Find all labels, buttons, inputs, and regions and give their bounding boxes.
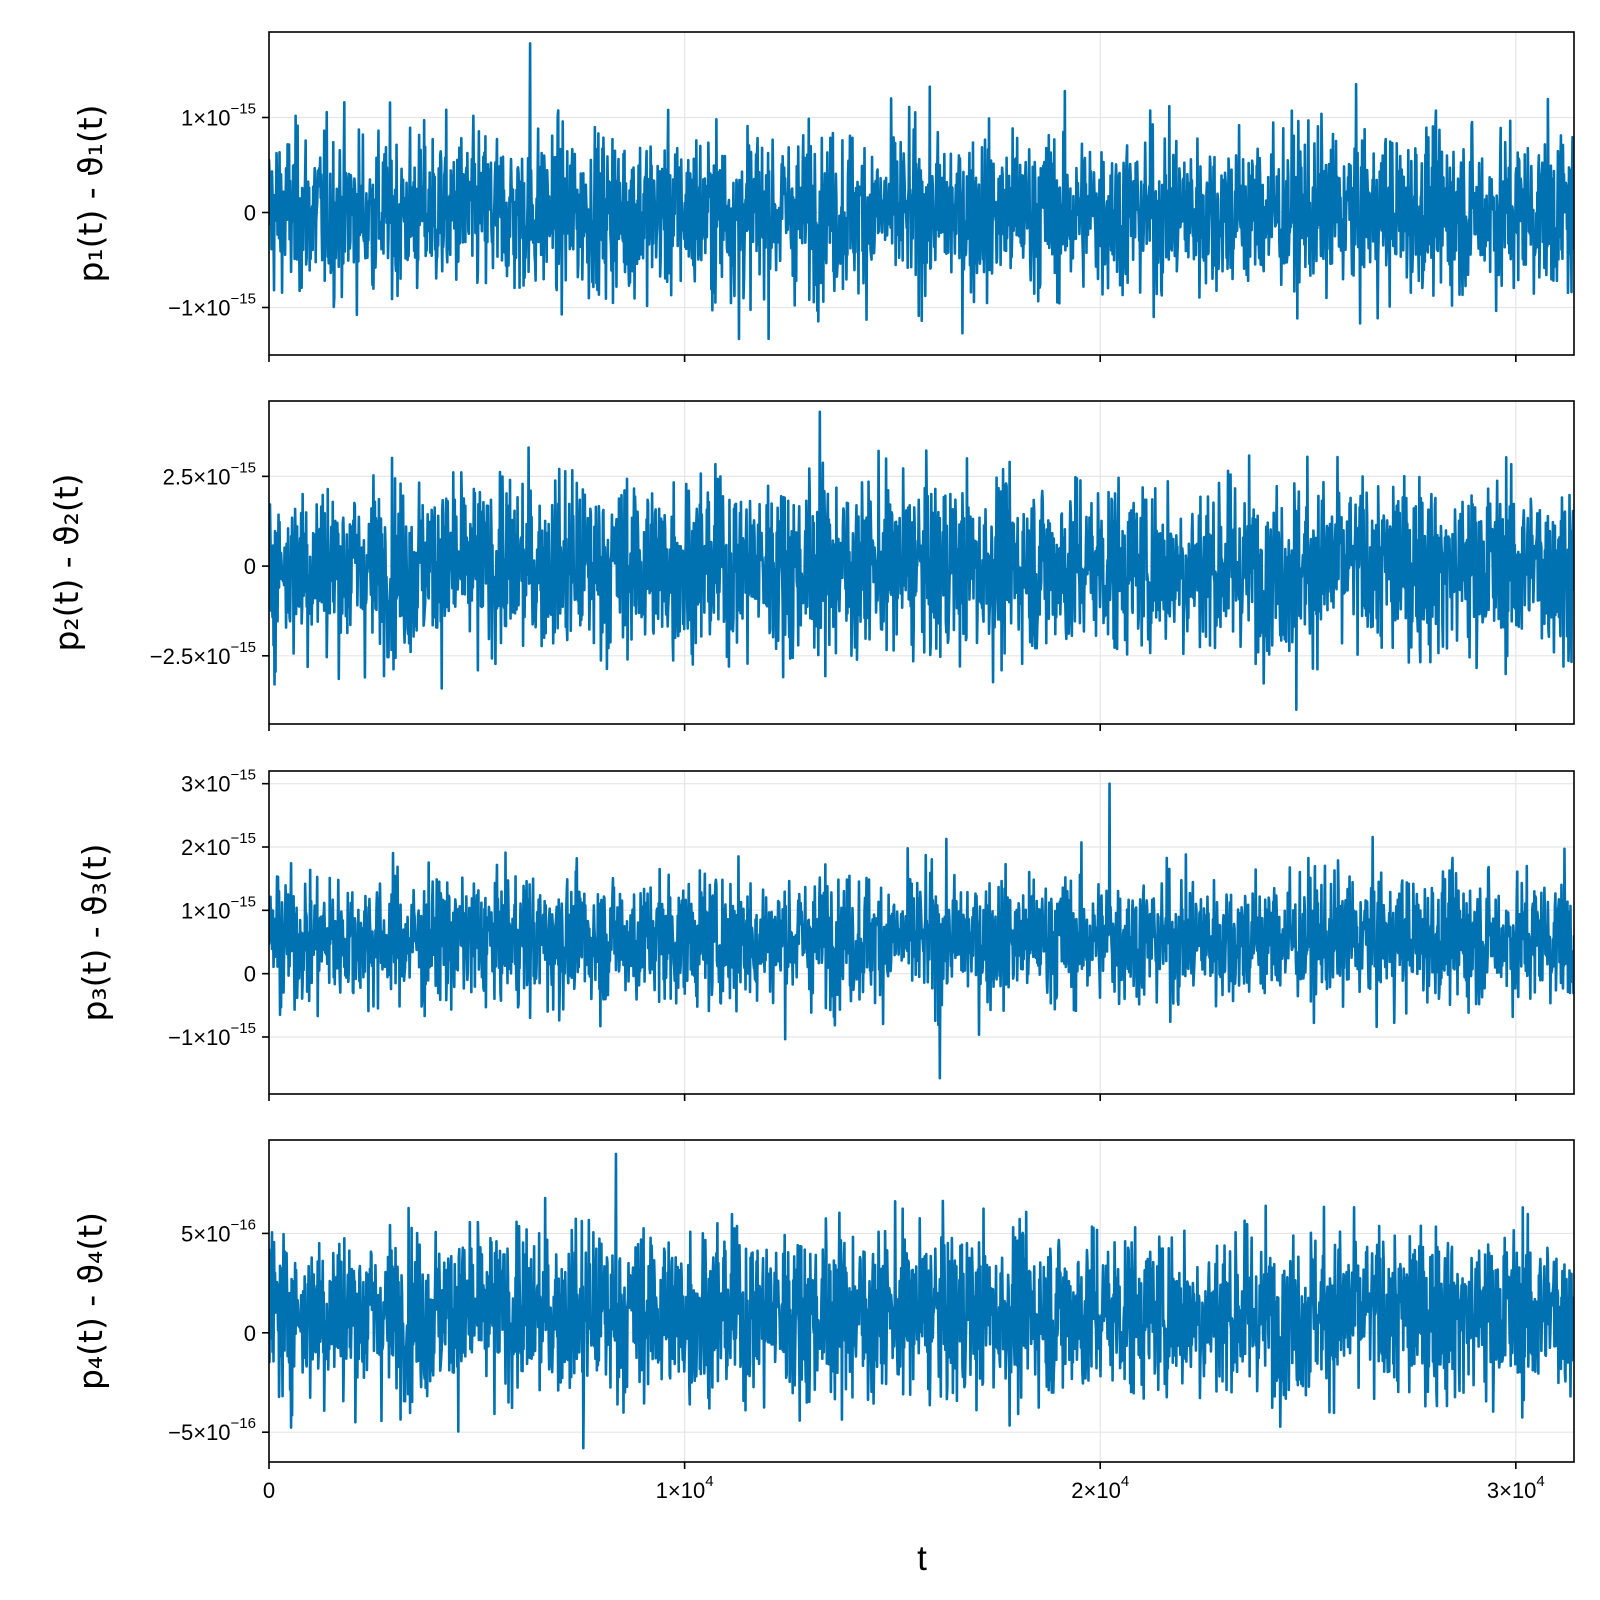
y-axis-label: p₄(t) - ϑ₄(t) <box>71 1212 110 1390</box>
plot-frame <box>268 770 1575 1095</box>
y-axis-label: p₁(t) - ϑ₁(t) <box>71 104 110 282</box>
y-tick-label: 3×10−15 <box>181 767 256 797</box>
panel-1: 1×10−15 0 −1×10−15 p₁(t) - ϑ₁(t) <box>71 31 1575 362</box>
x-axis-tick-labels: 0 1×104 2×104 3×104 <box>263 1473 1545 1503</box>
y-tick-label: −1×10−15 <box>168 291 256 321</box>
x-tick-label: 1×104 <box>656 1473 714 1503</box>
y-tick-label: −5×10−16 <box>168 1415 256 1445</box>
x-tick-label: 3×104 <box>1487 1473 1545 1503</box>
plot-frame <box>268 1139 1575 1463</box>
y-tick-label: 2×10−15 <box>181 830 256 860</box>
y-tick-label: 1×10−15 <box>181 893 256 923</box>
x-tick-label: 0 <box>263 1478 275 1503</box>
y-axis-label: p₃(t) - ϑ₃(t) <box>75 843 114 1021</box>
y-tick-label: 0 <box>244 962 256 987</box>
panels: 1×10−15 0 −1×10−15 p₁(t) - ϑ₁(t) 2.5×10−15 0 −… <box>47 31 1575 1469</box>
y-tick-label: −2.5×10−15 <box>150 639 256 669</box>
plot-frame <box>268 400 1575 725</box>
y-tick-label: 0 <box>244 554 256 579</box>
x-tick-label: 2×104 <box>1071 1473 1129 1503</box>
y-tick-label: 0 <box>244 1321 256 1346</box>
y-tick-label: 5×10−16 <box>181 1216 256 1246</box>
y-axis-label: p₂(t) - ϑ₂(t) <box>47 473 86 651</box>
panel-3: 3×10−15 2×10−15 1×10−15 0 −1×10−15 p₃(t) - ϑ₃… <box>75 767 1575 1101</box>
series-line-4 <box>269 1152 1574 1450</box>
y-tick-label: 1×10−15 <box>181 101 256 131</box>
panel-4: 5×10−16 0 −5×10−16 p₄(t) - ϑ₄(t) <box>71 1139 1575 1469</box>
y-tick-label: 0 <box>244 201 256 226</box>
y-tick-label: −1×10−15 <box>168 1020 256 1050</box>
series-line-2 <box>269 410 1574 711</box>
y-tick-label: 2.5×10−15 <box>163 459 256 489</box>
x-axis-label: t <box>917 1539 927 1578</box>
panel-2: 2.5×10−15 0 −2.5×10−15 p₂(t) - ϑ₂(t) <box>47 400 1575 731</box>
plot-frame <box>268 31 1575 356</box>
series-line-1 <box>269 42 1574 341</box>
series-line-3 <box>269 782 1574 1080</box>
